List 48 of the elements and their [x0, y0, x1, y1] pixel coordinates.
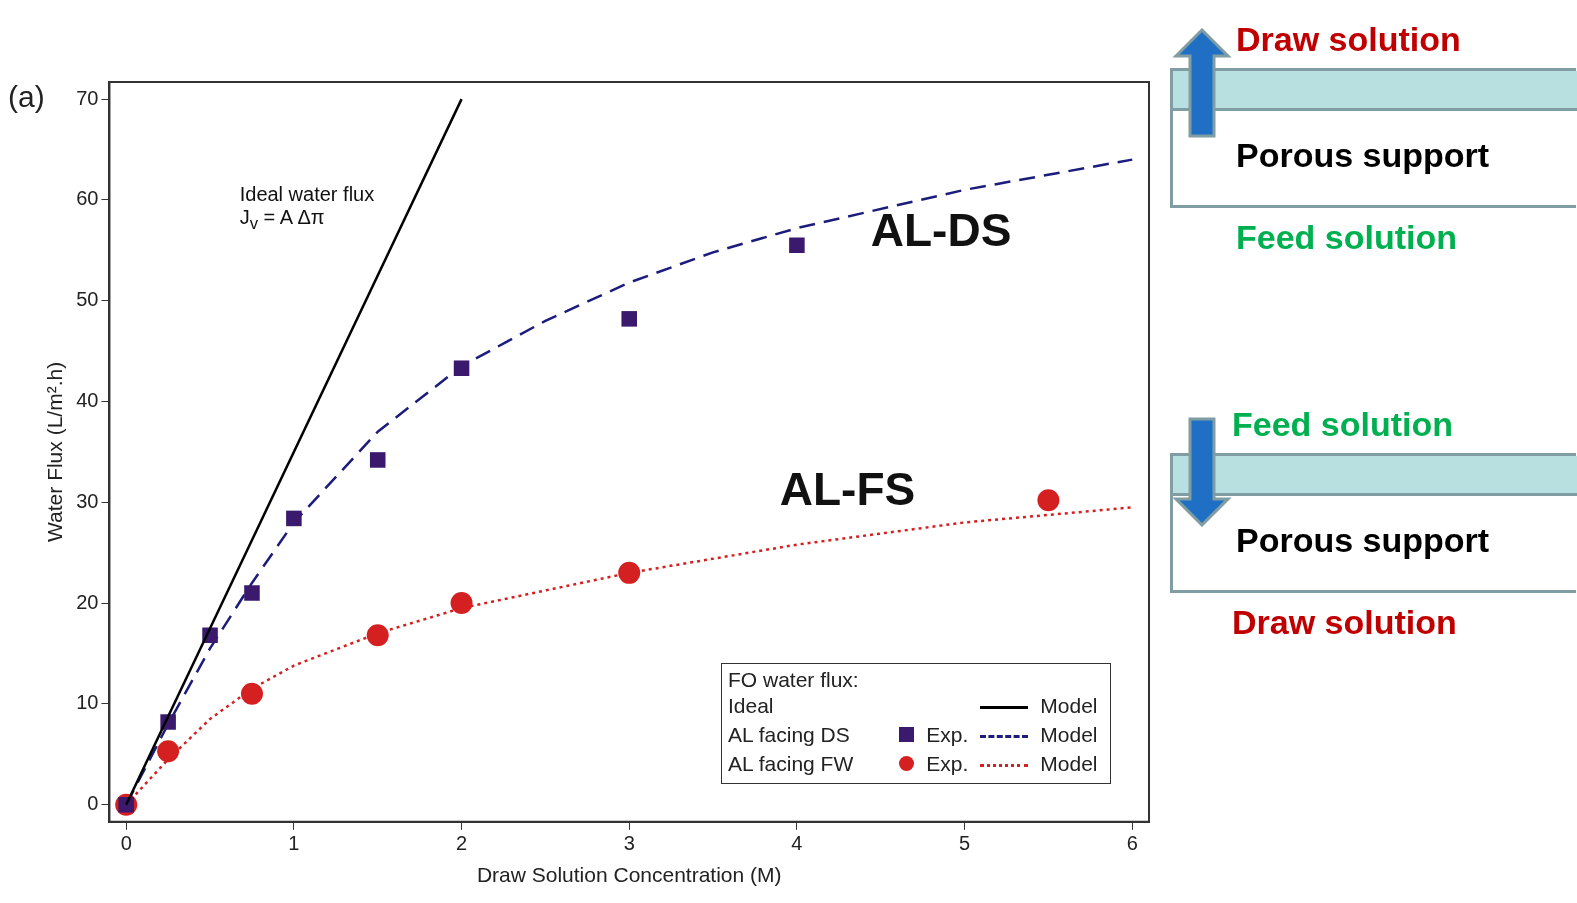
- y-tick-label: 20: [76, 590, 99, 613]
- legend-label: Model: [1039, 722, 1099, 749]
- x-tick-label: 2: [455, 832, 468, 855]
- legend-label: Model: [1039, 693, 1099, 720]
- y-tick-label: 40: [76, 389, 99, 412]
- legend-title: FO water flux:: [728, 667, 860, 692]
- point: [240, 682, 263, 705]
- point: [450, 592, 473, 615]
- y-axis-title: Water Flux (L/m².h): [43, 361, 67, 542]
- x-tick-label: 3: [623, 832, 635, 855]
- y-tick-label: 60: [76, 187, 99, 210]
- text: Feed solution: [1232, 405, 1453, 444]
- text: Feed solution: [1236, 218, 1457, 257]
- point: [366, 624, 389, 647]
- annotation: AL facing FW: [728, 751, 855, 778]
- y-tick-label: 10: [76, 691, 99, 714]
- point: [157, 740, 180, 763]
- text: Porous support: [1236, 136, 1490, 175]
- point: [244, 585, 260, 601]
- point: [789, 237, 805, 254]
- text: Draw solution: [1232, 603, 1457, 642]
- annotation: AL facing DS: [728, 722, 851, 749]
- x-tick-label: 6: [1126, 832, 1138, 855]
- annotation: AL-DS: [870, 202, 1012, 257]
- point: [369, 452, 386, 468]
- text: Draw solution: [1236, 20, 1461, 59]
- point: [1037, 489, 1060, 512]
- legend-label: Exp.: [925, 751, 970, 778]
- text: (a): [8, 80, 45, 114]
- x-tick-label: 5: [959, 832, 971, 855]
- legend-label: Exp.: [925, 722, 970, 749]
- x-tick-label: 4: [791, 832, 803, 855]
- legend-label: Model: [1039, 751, 1099, 778]
- point: [286, 510, 302, 527]
- point: [618, 561, 641, 584]
- annotation: Ideal: [728, 693, 775, 720]
- annotation: Ideal water flux J$_{v}$ = A Δπ: [239, 182, 375, 234]
- y-tick-label: 70: [76, 86, 99, 109]
- x-axis-title: Draw Solution Concentration (M): [476, 863, 782, 887]
- y-tick-label: 0: [87, 792, 99, 815]
- x-tick-label: 0: [120, 832, 132, 855]
- point: [621, 311, 637, 327]
- text: Porous support: [1236, 521, 1490, 560]
- point: [453, 360, 470, 377]
- annotation: AL-FS: [779, 461, 916, 516]
- y-tick-label: 30: [76, 489, 99, 512]
- y-tick-label: 50: [76, 288, 99, 311]
- x-tick-label: 1: [288, 832, 300, 855]
